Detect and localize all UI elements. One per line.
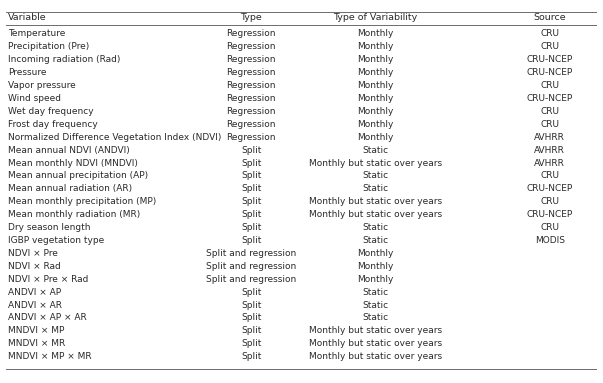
Text: Monthly: Monthly <box>357 133 394 142</box>
Text: Monthly: Monthly <box>357 55 394 64</box>
Text: Regression: Regression <box>227 29 276 38</box>
Text: Regression: Regression <box>227 107 276 116</box>
Text: Static: Static <box>362 184 388 193</box>
Text: Vapor pressure: Vapor pressure <box>8 81 75 90</box>
Text: CRU: CRU <box>540 120 559 129</box>
Text: Split: Split <box>241 197 262 206</box>
Text: Static: Static <box>362 236 388 245</box>
Text: Type of Variability: Type of Variability <box>333 13 417 22</box>
Text: Dry season length: Dry season length <box>8 223 90 232</box>
Text: Mean monthly precipitation (MP): Mean monthly precipitation (MP) <box>8 197 156 206</box>
Text: NDVI × Rad: NDVI × Rad <box>8 262 60 271</box>
Text: Monthly: Monthly <box>357 94 394 103</box>
Text: Monthly but static over years: Monthly but static over years <box>309 339 442 348</box>
Text: Static: Static <box>362 223 388 232</box>
Text: CRU: CRU <box>540 223 559 232</box>
Text: Split: Split <box>241 301 262 309</box>
Text: Regression: Regression <box>227 55 276 64</box>
Text: ANDVI × AP × AR: ANDVI × AP × AR <box>8 313 87 322</box>
Text: CRU: CRU <box>540 172 559 180</box>
Text: Split and regression: Split and regression <box>206 249 297 258</box>
Text: Wind speed: Wind speed <box>8 94 61 103</box>
Text: Monthly but static over years: Monthly but static over years <box>309 352 442 361</box>
Text: AVHRR: AVHRR <box>534 159 565 167</box>
Text: Split and regression: Split and regression <box>206 262 297 271</box>
Text: Monthly: Monthly <box>357 249 394 258</box>
Text: Mean monthly NDVI (MNDVI): Mean monthly NDVI (MNDVI) <box>8 159 137 167</box>
Text: Mean annual radiation (AR): Mean annual radiation (AR) <box>8 184 132 193</box>
Text: Static: Static <box>362 301 388 309</box>
Text: CRU-NCEP: CRU-NCEP <box>526 184 573 193</box>
Text: Precipitation (Pre): Precipitation (Pre) <box>8 43 89 51</box>
Text: MNDVI × MP × MR: MNDVI × MP × MR <box>8 352 92 361</box>
Text: CRU-NCEP: CRU-NCEP <box>526 210 573 219</box>
Text: CRU-NCEP: CRU-NCEP <box>526 68 573 77</box>
Text: Mean annual NDVI (ANDVI): Mean annual NDVI (ANDVI) <box>8 146 130 155</box>
Text: Regression: Regression <box>227 43 276 51</box>
Text: Monthly but static over years: Monthly but static over years <box>309 210 442 219</box>
Text: Split: Split <box>241 352 262 361</box>
Text: CRU: CRU <box>540 43 559 51</box>
Text: Split: Split <box>241 210 262 219</box>
Text: MNDVI × MP: MNDVI × MP <box>8 326 64 336</box>
Text: Regression: Regression <box>227 68 276 77</box>
Text: Monthly: Monthly <box>357 107 394 116</box>
Text: Type: Type <box>241 13 262 22</box>
Text: Static: Static <box>362 288 388 297</box>
Text: Monthly: Monthly <box>357 68 394 77</box>
Text: Split: Split <box>241 184 262 193</box>
Text: Split: Split <box>241 288 262 297</box>
Text: CRU: CRU <box>540 81 559 90</box>
Text: Static: Static <box>362 172 388 180</box>
Text: AVHRR: AVHRR <box>534 146 565 155</box>
Text: CRU: CRU <box>540 107 559 116</box>
Text: Mean monthly radiation (MR): Mean monthly radiation (MR) <box>8 210 140 219</box>
Text: Split: Split <box>241 172 262 180</box>
Text: CRU-NCEP: CRU-NCEP <box>526 55 573 64</box>
Text: Frost day frequency: Frost day frequency <box>8 120 98 129</box>
Text: Normalized Difference Vegetation Index (NDVI): Normalized Difference Vegetation Index (… <box>8 133 221 142</box>
Text: Wet day frequency: Wet day frequency <box>8 107 93 116</box>
Text: Static: Static <box>362 146 388 155</box>
Text: Regression: Regression <box>227 81 276 90</box>
Text: Monthly: Monthly <box>357 120 394 129</box>
Text: Split: Split <box>241 159 262 167</box>
Text: Regression: Regression <box>227 133 276 142</box>
Text: NDVI × Pre × Rad: NDVI × Pre × Rad <box>8 275 88 284</box>
Text: Mean annual precipitation (AP): Mean annual precipitation (AP) <box>8 172 148 180</box>
Text: Monthly: Monthly <box>357 29 394 38</box>
Text: Variable: Variable <box>8 13 46 22</box>
Text: MODIS: MODIS <box>535 236 564 245</box>
Text: MNDVI × MR: MNDVI × MR <box>8 339 65 348</box>
Text: Monthly: Monthly <box>357 262 394 271</box>
Text: Monthly: Monthly <box>357 43 394 51</box>
Text: Pressure: Pressure <box>8 68 46 77</box>
Text: CRU: CRU <box>540 29 559 38</box>
Text: Monthly but static over years: Monthly but static over years <box>309 326 442 336</box>
Text: ANDVI × AP: ANDVI × AP <box>8 288 61 297</box>
Text: Regression: Regression <box>227 120 276 129</box>
Text: Split: Split <box>241 339 262 348</box>
Text: Split: Split <box>241 146 262 155</box>
Text: Monthly: Monthly <box>357 275 394 284</box>
Text: Split and regression: Split and regression <box>206 275 297 284</box>
Text: Monthly: Monthly <box>357 81 394 90</box>
Text: CRU-NCEP: CRU-NCEP <box>526 94 573 103</box>
Text: Split: Split <box>241 236 262 245</box>
Text: Static: Static <box>362 313 388 322</box>
Text: AVHRR: AVHRR <box>534 133 565 142</box>
Text: Source: Source <box>534 13 566 22</box>
Text: Split: Split <box>241 326 262 336</box>
Text: NDVI × Pre: NDVI × Pre <box>8 249 58 258</box>
Text: IGBP vegetation type: IGBP vegetation type <box>8 236 104 245</box>
Text: Incoming radiation (Rad): Incoming radiation (Rad) <box>8 55 120 64</box>
Text: Regression: Regression <box>227 94 276 103</box>
Text: Split: Split <box>241 223 262 232</box>
Text: Split: Split <box>241 313 262 322</box>
Text: Temperature: Temperature <box>8 29 65 38</box>
Text: CRU: CRU <box>540 197 559 206</box>
Text: Monthly but static over years: Monthly but static over years <box>309 197 442 206</box>
Text: Monthly but static over years: Monthly but static over years <box>309 159 442 167</box>
Text: ANDVI × AR: ANDVI × AR <box>8 301 62 309</box>
